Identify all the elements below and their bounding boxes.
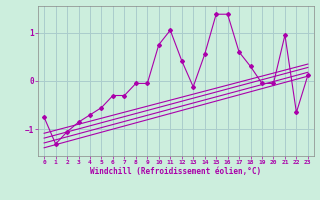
X-axis label: Windchill (Refroidissement éolien,°C): Windchill (Refroidissement éolien,°C) [91,167,261,176]
